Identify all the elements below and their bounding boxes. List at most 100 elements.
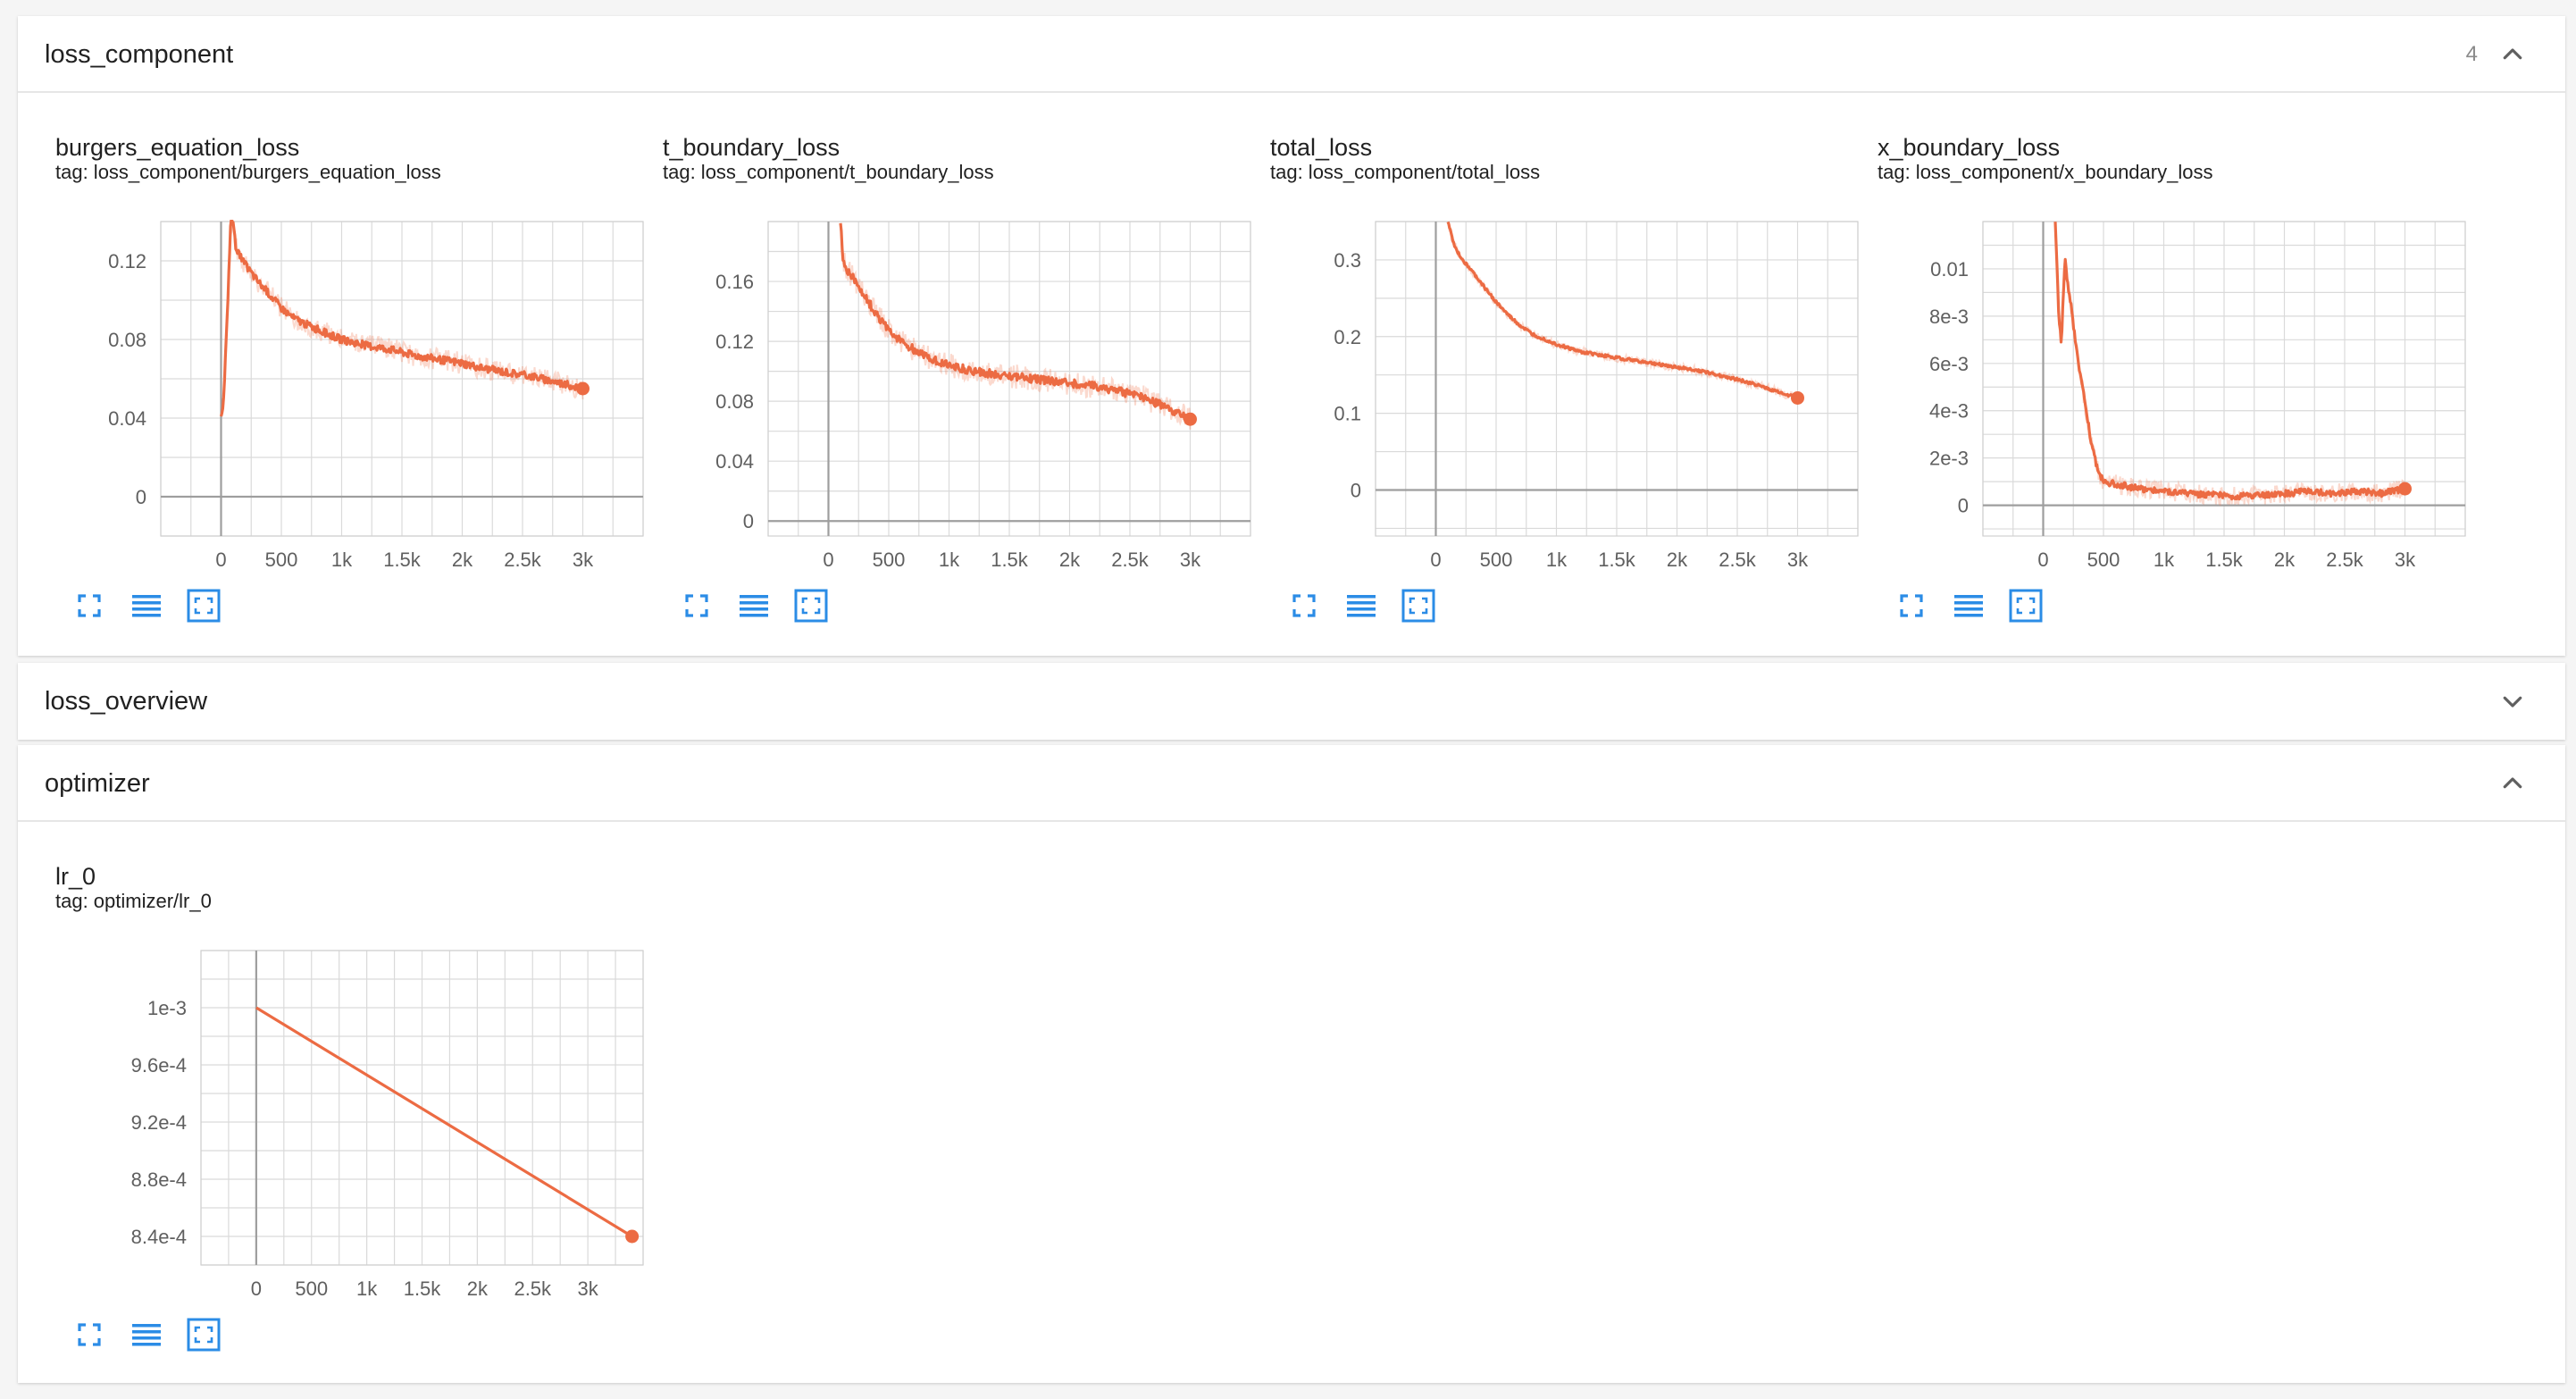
card-tag: tag: loss_component/total_loss [1270, 161, 1541, 183]
fullscreen-icon[interactable] [679, 588, 715, 624]
y-tick-label: 0 [1958, 495, 1969, 517]
card-title: lr_0 [55, 863, 96, 890]
card-tag: tag: loss_component/x_boundary_loss [1878, 161, 2213, 183]
x-tick-label: 1.5k [1598, 549, 1636, 571]
y-tick-label: 8.8e-4 [131, 1169, 187, 1191]
x-tick-label: 0 [823, 549, 833, 571]
card-toolbar [1895, 588, 2074, 624]
chart-burgers[interactable]: 0 500 1k 1.5k 2k 2.5k 3k 0 0.04 0.08 0.12 [18, 134, 644, 599]
chart-lr[interactable]: 0 500 1k 1.5k 2k 2.5k 3k 8.4e-4 8.8e-4 9.2e-4 9.6e… [18, 863, 644, 1328]
x-tick-label: 3k [578, 1278, 599, 1300]
x-tick-label: 500 [2087, 549, 2120, 571]
y-tick-label: 0 [136, 486, 146, 508]
x-tick-label: 2.5k [1719, 549, 1757, 571]
section-header-loss-overview[interactable]: loss_overview [18, 663, 2565, 740]
section-title: optimizer [45, 769, 150, 798]
x-tick-label: 500 [1480, 549, 1513, 571]
chart-grid [1375, 221, 1859, 536]
y-tick-label: 6e-3 [1929, 353, 1969, 375]
chart-x-boundary[interactable]: 0 500 1k 1.5k 2k 2.5k 3k 0 2e-3 4e-3 6e-3 8e-3 0.01 [1840, 134, 2466, 599]
y-tick-label: 0.08 [715, 390, 754, 413]
chart-total[interactable]: 0 500 1k 1.5k 2k 2.5k 3k 0 0.1 0.2 0.3 [1233, 134, 1859, 599]
y-tick-label: 0.2 [1334, 326, 1361, 348]
card-title: total_loss [1270, 134, 1373, 161]
x-tick-label: 2.5k [514, 1278, 552, 1300]
x-tick-label: 2k [1667, 549, 1688, 571]
series-smoothed-line [1446, 221, 1799, 400]
plot-frame [160, 221, 644, 537]
x-tick-label: 0 [215, 549, 226, 571]
chart-t-boundary[interactable]: 0 500 1k 1.5k 2k 2.5k 3k 0 0.04 0.08 0.12 0.16 [625, 134, 1251, 599]
fullscreen-icon[interactable] [71, 1317, 107, 1353]
x-tick-label: 0 [2037, 549, 2048, 571]
plot-frame [1982, 221, 2466, 537]
card-title: burgers_equation_loss [55, 134, 300, 161]
y-tick-label: 0 [1351, 479, 1361, 501]
fit-domain-icon[interactable] [793, 588, 829, 624]
x-tick-label: 0 [251, 1278, 262, 1300]
x-tick-label: 1.5k [2205, 549, 2244, 571]
chevron-up-icon[interactable] [2499, 770, 2526, 797]
fit-domain-icon[interactable] [2008, 588, 2044, 624]
y-tick-label: 9.2e-4 [131, 1111, 187, 1134]
fullscreen-icon[interactable] [71, 588, 107, 624]
y-tick-label: 0.12 [108, 250, 146, 272]
section-count-badge: 4 [2465, 42, 2478, 66]
chart-card-lr: lr_0 tag: optimizer/lr_0 0 500 1k 1.5k 2k 2.5… [18, 863, 644, 1399]
fit-domain-icon[interactable] [186, 588, 222, 624]
card-tag: tag: loss_component/burgers_equation_los… [55, 161, 441, 183]
series-last-point[interactable] [2398, 482, 2412, 496]
fullscreen-icon[interactable] [1894, 588, 1929, 624]
fit-domain-icon[interactable] [186, 1317, 222, 1353]
x-tick-label: 500 [873, 549, 906, 571]
toggle-log-scale-icon[interactable] [129, 588, 164, 624]
chart-grid [160, 221, 644, 537]
card-toolbar [73, 1317, 252, 1353]
series-raw-line [221, 220, 584, 417]
x-tick-label: 1.5k [404, 1278, 442, 1300]
y-tick-label: 2e-3 [1929, 448, 1969, 470]
y-tick-label: 8e-3 [1929, 306, 1969, 328]
y-tick-label: 0.04 [715, 450, 754, 473]
section-loss-component: loss_component 4 burgers_equation_loss t… [18, 16, 2565, 656]
series-raw-line [2054, 230, 2406, 507]
x-tick-label: 2k [467, 1278, 489, 1300]
y-tick-label: 0.12 [715, 331, 754, 353]
series-last-point[interactable] [576, 381, 590, 396]
fit-domain-icon[interactable] [1401, 588, 1436, 624]
toggle-log-scale-icon[interactable] [1343, 588, 1379, 624]
fullscreen-icon[interactable] [1286, 588, 1322, 624]
x-tick-label: 2k [452, 549, 473, 571]
series-smoothed-line [219, 220, 584, 417]
series-raw-line [840, 226, 1192, 430]
y-tick-label: 0.01 [1930, 258, 1969, 281]
chevron-down-icon[interactable] [2499, 688, 2526, 715]
y-tick-label: 9.6e-4 [131, 1054, 187, 1076]
section-header-optimizer[interactable]: optimizer [18, 745, 2565, 822]
toggle-log-scale-icon[interactable] [129, 1317, 164, 1353]
series-last-point[interactable] [625, 1229, 640, 1244]
plot-frame [200, 950, 644, 1266]
series-smoothed-line [839, 222, 1192, 423]
y-tick-label: 0.1 [1334, 403, 1361, 425]
section-optimizer: optimizer lr_0 tag: optimizer/lr_0 0 500 1… [18, 745, 2565, 1383]
section-header-loss-component[interactable]: loss_component 4 [18, 16, 2565, 93]
chart-card-x-boundary: x_boundary_loss tag: loss_component/x_bo… [1840, 134, 2466, 670]
toggle-log-scale-icon[interactable] [1951, 588, 1986, 624]
series-last-point[interactable] [1183, 412, 1197, 426]
x-tick-label: 1k [2154, 549, 2175, 571]
card-toolbar [73, 588, 252, 624]
card-title: x_boundary_loss [1878, 134, 2061, 161]
chevron-up-icon[interactable] [2499, 41, 2526, 68]
x-tick-label: 1.5k [991, 549, 1029, 571]
series-smoothed-line [2053, 222, 2406, 501]
y-tick-label: 0.16 [715, 271, 754, 293]
series-last-point[interactable] [1791, 390, 1804, 405]
toggle-log-scale-icon[interactable] [736, 588, 772, 624]
x-tick-label: 3k [2395, 549, 2416, 571]
x-tick-label: 1k [331, 549, 353, 571]
x-tick-label: 1.5k [383, 549, 422, 571]
x-tick-label: 2.5k [1111, 549, 1150, 571]
chart-card-burgers: burgers_equation_loss tag: loss_componen… [18, 134, 644, 670]
x-tick-label: 2.5k [504, 549, 542, 571]
